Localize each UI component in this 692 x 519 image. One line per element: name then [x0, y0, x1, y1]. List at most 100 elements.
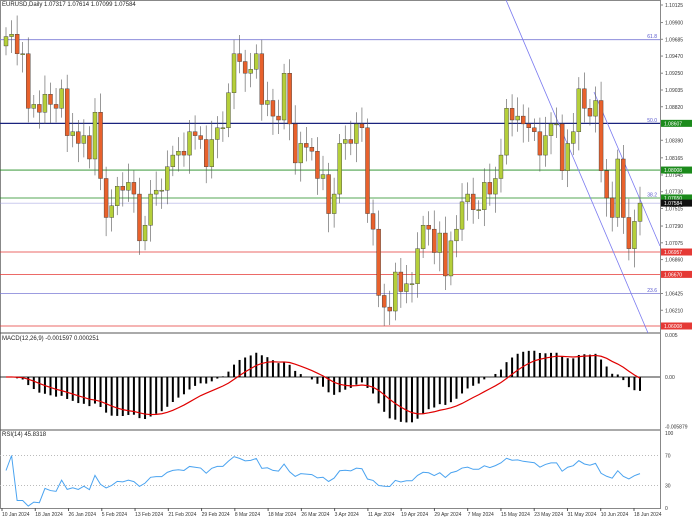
price-tick-label: 1.09685 — [665, 37, 683, 43]
bull-candle — [176, 150, 181, 156]
bear-candle — [259, 53, 265, 105]
bull-candle — [265, 100, 270, 105]
price-tag — [661, 248, 692, 256]
bear-candle — [326, 174, 331, 214]
price-tick-label: 1.07730 — [665, 190, 683, 196]
rsi-label: RSI(14) 45.8318 — [2, 432, 47, 438]
price-tick-label: 1.09035 — [665, 88, 683, 94]
symbol-info: EURUSD,Daily 1.07317 1.07614 1.07099 1.0… — [2, 2, 136, 8]
bear-candle — [103, 178, 109, 218]
macd-tick-label: 0.00 — [665, 375, 675, 381]
bull-candle — [415, 248, 420, 284]
macd-tick-label: 0.005 — [665, 333, 678, 339]
date-label: 5 Feb 2024 — [102, 512, 128, 518]
date-label: 18 Jun 2024 — [634, 512, 662, 518]
bear-candle — [526, 123, 531, 129]
bear-candle — [598, 100, 604, 171]
bull-candle — [554, 123, 559, 126]
price-tick-label: 1.06210 — [665, 308, 683, 314]
bear-candle — [370, 213, 376, 230]
plot-frame — [0, 0, 661, 509]
bear-candle — [137, 193, 142, 242]
bull-candle — [281, 73, 287, 121]
bear-candle — [376, 228, 381, 296]
bull-candle — [498, 154, 504, 179]
date-label: 26 Mar 2024 — [301, 512, 329, 518]
bear-candle — [292, 123, 298, 164]
bear-candle — [426, 225, 431, 230]
price-tick-label: 1.09250 — [665, 71, 683, 77]
bear-candle — [626, 217, 632, 249]
bear-candle — [181, 150, 187, 156]
bull-candle — [109, 205, 114, 218]
date-label: 21 Feb 2024 — [168, 512, 196, 518]
date-label: 11 Apr 2024 — [368, 512, 395, 518]
bear-candle — [309, 147, 315, 152]
bull-candle — [254, 53, 259, 70]
bull-candle — [504, 108, 509, 156]
bull-candle — [465, 193, 470, 203]
fib-label: 50.0 — [647, 118, 657, 124]
price-tick-label: 1.07290 — [665, 224, 683, 230]
date-label: 29 Apr 2024 — [434, 512, 461, 518]
date-label: 31 May 2024 — [567, 512, 596, 518]
fib-label: 38.2 — [647, 192, 657, 198]
bull-candle — [331, 193, 337, 214]
bear-candle — [237, 53, 242, 62]
date-label: 26 Jan 2024 — [69, 512, 97, 518]
bull-candle — [448, 240, 454, 277]
bull-candle — [632, 221, 637, 249]
bull-candle — [482, 182, 487, 210]
bull-candle — [215, 127, 220, 140]
date-label: 18 Jan 2024 — [35, 512, 63, 518]
bull-candle — [220, 127, 226, 130]
bear-candle — [348, 139, 354, 144]
bull-candle — [593, 100, 598, 117]
price-tag-label: 1.08607 — [664, 121, 682, 127]
bull-candle — [126, 182, 131, 191]
date-label: 29 Feb 2024 — [202, 512, 230, 518]
date-label: 18 Mar 2024 — [268, 512, 296, 518]
rsi-tick-label: 70 — [665, 454, 671, 460]
bear-candle — [398, 271, 404, 292]
bear-candle — [509, 108, 515, 121]
bull-candle — [420, 225, 426, 249]
bull-candle — [3, 36, 9, 47]
bull-candle — [248, 69, 253, 74]
bear-candle — [276, 115, 281, 121]
date-label: 15 May 2024 — [501, 512, 530, 518]
rsi-tick-label: 30 — [665, 484, 671, 490]
bull-candle — [9, 34, 14, 37]
bull-candle — [231, 53, 237, 93]
bear-candle — [120, 186, 125, 191]
bull-candle — [31, 104, 37, 109]
trend-channel-line — [505, 0, 649, 334]
bear-candle — [621, 158, 626, 218]
price-tag — [661, 166, 692, 174]
bull-candle — [226, 92, 231, 129]
price-tick-label: 1.06425 — [665, 291, 683, 297]
macd-signal-line — [5, 354, 641, 416]
date-label: 13 Feb 2024 — [135, 512, 163, 518]
bull-candle — [165, 166, 170, 191]
date-label: 19 Apr 2024 — [401, 512, 428, 518]
bear-candle — [131, 182, 137, 195]
price-tick-label: 1.08165 — [665, 156, 683, 162]
fib-label: 23.6 — [647, 288, 657, 294]
bear-candle — [381, 295, 387, 308]
bull-candle — [548, 123, 554, 136]
price-tag-label: 1.07650 — [664, 196, 682, 202]
date-label: 7 May 2024 — [468, 512, 494, 518]
bear-candle — [582, 88, 587, 109]
bull-candle — [454, 228, 459, 242]
bull-candle — [59, 88, 64, 109]
price-tick-label: 1.08820 — [665, 105, 683, 111]
bull-candle — [148, 193, 153, 226]
bear-candle — [204, 139, 209, 167]
price-tag-label: 1.06008 — [664, 324, 682, 330]
bear-candle — [315, 150, 320, 179]
bull-candle — [493, 178, 498, 195]
price-tick-label: 1.06860 — [665, 258, 683, 264]
